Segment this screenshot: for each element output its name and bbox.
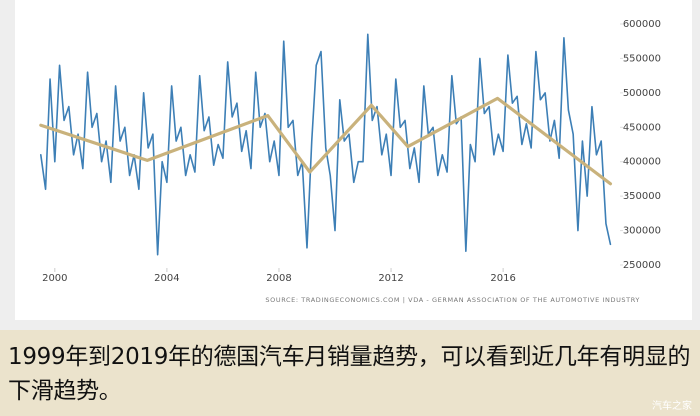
y-tick-label: 600000 [623, 19, 661, 30]
x-tick-label: 2012 [378, 273, 403, 284]
line-series [40, 33, 612, 256]
line-series [39, 96, 613, 186]
y-tick-label: 350000 [623, 191, 661, 202]
x-tick-label: 2008 [266, 273, 291, 284]
y-tick-label: 250000 [623, 260, 661, 271]
x-tick-label: 2004 [154, 273, 179, 284]
y-tick-label: 550000 [623, 53, 661, 64]
y-tick-label: 450000 [623, 122, 661, 133]
x-tick-label: 2016 [490, 273, 515, 284]
y-tick-label: 400000 [623, 157, 661, 168]
chart: SOURCE: TRADINGECONOMICS.COM | VDA - GER… [15, 0, 692, 320]
y-tick-label: 300000 [623, 226, 661, 237]
caption: 1999年到2019年的德国汽车月销量趋势，可以看到近几年有明显的下滑趋势。 [0, 330, 700, 416]
y-tick-label: 500000 [623, 88, 661, 99]
x-tick-label: 2000 [42, 273, 67, 284]
watermark: 汽车之家 [652, 401, 692, 412]
chart-panel [15, 0, 692, 320]
source: SOURCE: TRADINGECONOMICS.COM | VDA - GER… [265, 296, 640, 304]
